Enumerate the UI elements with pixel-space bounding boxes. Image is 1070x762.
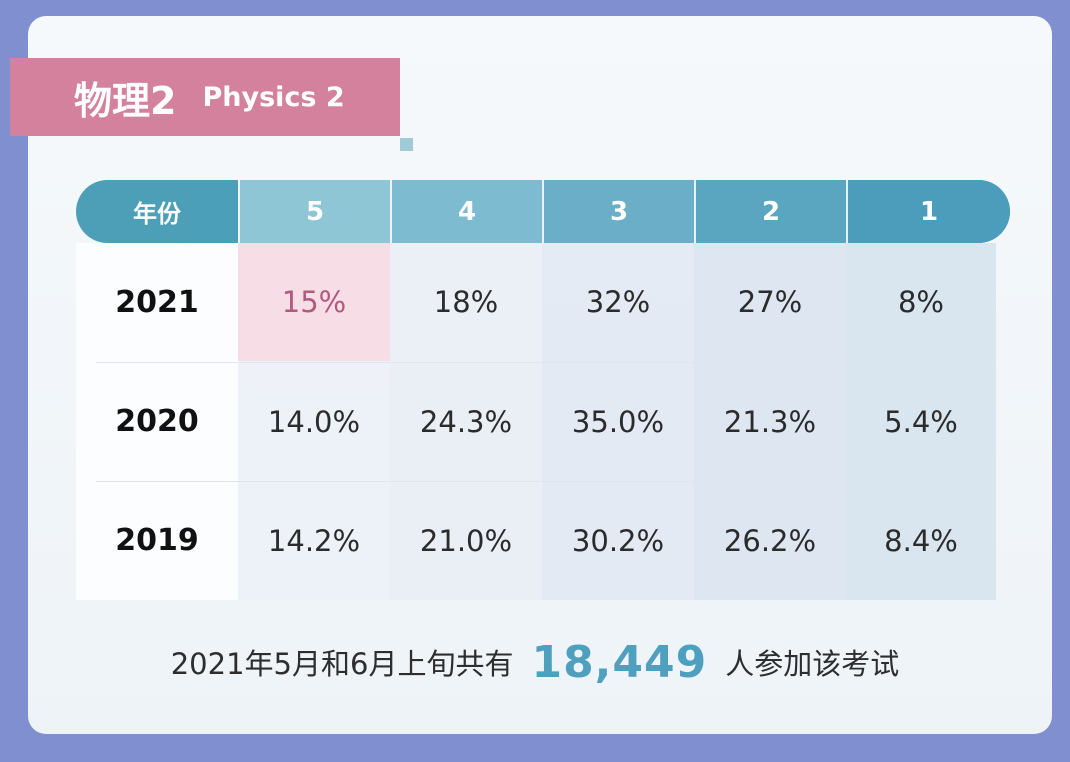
title-chinese: 物理2 [74, 78, 177, 123]
table-cell: 35.0% [571, 404, 665, 439]
row-divider [96, 362, 996, 363]
table-header: 年份 5 4 3 2 1 [76, 180, 1010, 243]
decorative-square [400, 138, 413, 151]
footer-prefix: 2021年5月和6月上旬共有 [170, 647, 514, 681]
column-bg-1 [846, 243, 996, 600]
column-bg-2 [694, 243, 846, 600]
header-score-3: 3 [542, 180, 694, 243]
header-year: 年份 [133, 200, 181, 228]
table-cell: 8.4% [884, 523, 958, 558]
footer-suffix: 人参加该考试 [725, 647, 900, 681]
year-column-bg [76, 243, 238, 600]
table-cell: 26.2% [723, 523, 817, 558]
column-bg-4 [390, 243, 542, 600]
table-cell: 21.3% [723, 404, 817, 439]
header-score-5: 5 [238, 180, 390, 243]
header-score-1: 1 [846, 180, 1010, 243]
year-label: 2021 [115, 284, 199, 320]
year-label: 2020 [115, 404, 199, 439]
table-cell: 21.0% [419, 523, 513, 558]
column-bg-3 [542, 243, 694, 600]
table-cell: 32% [585, 285, 651, 319]
participant-count: 18,449 [531, 636, 708, 688]
table-cell: 8% [897, 285, 944, 319]
table-cell: 14.2% [267, 523, 361, 558]
footer-note: 2021年5月和6月上旬共有 18,449 人参加该考试 [0, 632, 1070, 692]
highlight-cell [238, 243, 390, 361]
title-banner: 物理2 Physics 2 [10, 58, 400, 136]
header-score-4: 4 [390, 180, 542, 243]
table-cell: 14.0% [267, 404, 361, 439]
row-divider [96, 481, 996, 482]
header-score-2: 2 [694, 180, 846, 243]
table-cell: 5.4% [884, 404, 958, 439]
table-cell: 27% [737, 285, 803, 319]
table-cell: 15% [281, 285, 347, 319]
table-cell: 24.3% [419, 404, 513, 439]
title-english: Physics 2 [202, 81, 345, 113]
table-cell: 18% [433, 285, 499, 319]
year-label: 2019 [115, 523, 199, 558]
table-cell: 30.2% [571, 523, 665, 558]
